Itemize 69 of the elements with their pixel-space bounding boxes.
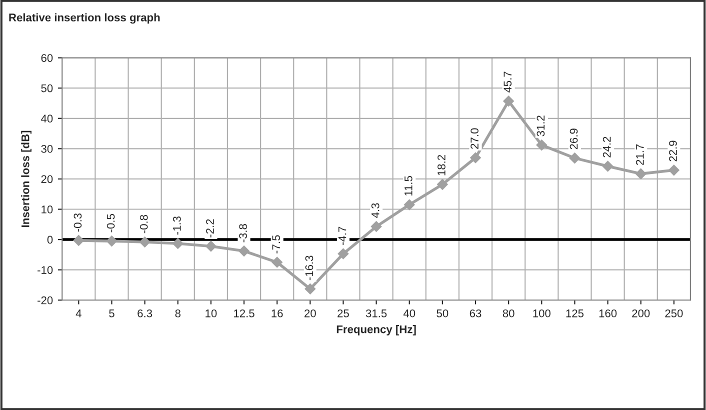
y-tick-label: 40 (41, 114, 53, 123)
x-tick-label: 200 (632, 309, 650, 318)
data-label: -1.3 (172, 216, 181, 235)
data-label: 11.5 (404, 176, 412, 196)
data-label: 45.7 (504, 72, 512, 93)
x-tick-label: 12.5 (234, 309, 254, 318)
y-tick-label: 10 (42, 206, 53, 214)
data-label: -0.5 (106, 214, 115, 232)
x-tick-label: 80 (502, 309, 514, 318)
y-tick-label: -20 (38, 296, 53, 304)
x-tick-label: 125 (566, 309, 584, 318)
data-label: -3.8 (239, 224, 247, 242)
y-tick-label: 50 (41, 84, 53, 92)
data-label: 4.3 (371, 203, 380, 218)
data-label: 22.9 (669, 140, 677, 162)
x-tick-label: 8 (175, 309, 180, 318)
x-tick-label: 10 (206, 309, 217, 318)
x-tick-label: 31.5 (366, 309, 387, 318)
data-label: 31.2 (536, 116, 545, 136)
x-tick-label: 100 (533, 309, 550, 318)
point (569, 152, 580, 164)
data-label: -0.8 (140, 214, 148, 234)
data-label: -0.3 (74, 213, 82, 232)
point (206, 240, 216, 252)
y-tick-label: -10 (38, 266, 53, 274)
point (602, 160, 614, 172)
point (668, 164, 680, 176)
point (106, 236, 118, 246)
point (503, 96, 514, 107)
point (139, 236, 150, 248)
data-label: 18.2 (438, 155, 446, 176)
x-tick-label: 6.3 (138, 309, 152, 318)
point (172, 238, 184, 249)
x-tick-label: 5 (109, 310, 114, 318)
point (470, 152, 481, 164)
x-axis-title: Frequency [Hz] (336, 325, 416, 336)
point (635, 168, 646, 180)
x-tick-label: 40 (403, 309, 416, 318)
point (338, 248, 349, 260)
y-tick-label: 0 (47, 236, 53, 244)
data-label: -16.3 (305, 256, 314, 280)
point (404, 199, 415, 210)
data-label: 21.7 (636, 144, 644, 165)
x-tick-label: 4 (76, 310, 82, 318)
point (536, 140, 548, 150)
point (238, 246, 250, 256)
data-label: 27.0 (470, 128, 478, 149)
x-tick-label: 16 (272, 309, 283, 318)
data-label: 26.9 (570, 128, 578, 150)
data-label: -2.2 (206, 219, 214, 238)
data-label: -4.7 (338, 226, 346, 245)
x-tick-label: 25 (338, 309, 349, 318)
x-tick-label: 160 (599, 309, 617, 318)
x-tick-label: 20 (304, 309, 316, 318)
point (370, 221, 382, 232)
point (73, 235, 84, 246)
y-tick-label: 60 (41, 54, 53, 62)
point (304, 283, 316, 294)
x-tick-label: 63 (470, 309, 482, 318)
x-tick-label: 250 (665, 309, 683, 318)
point (272, 256, 283, 268)
data-label: 24.2 (602, 136, 611, 158)
point (437, 178, 448, 190)
y-axis-title: Insertion loss [dB] (21, 130, 32, 227)
y-tick-label: 20 (41, 175, 53, 184)
data-label: -7.5 (272, 235, 280, 254)
chart-title: Relative insertion loss graph (9, 13, 160, 24)
x-tick-label: 50 (436, 309, 448, 318)
y-tick-label: 30 (41, 144, 53, 153)
